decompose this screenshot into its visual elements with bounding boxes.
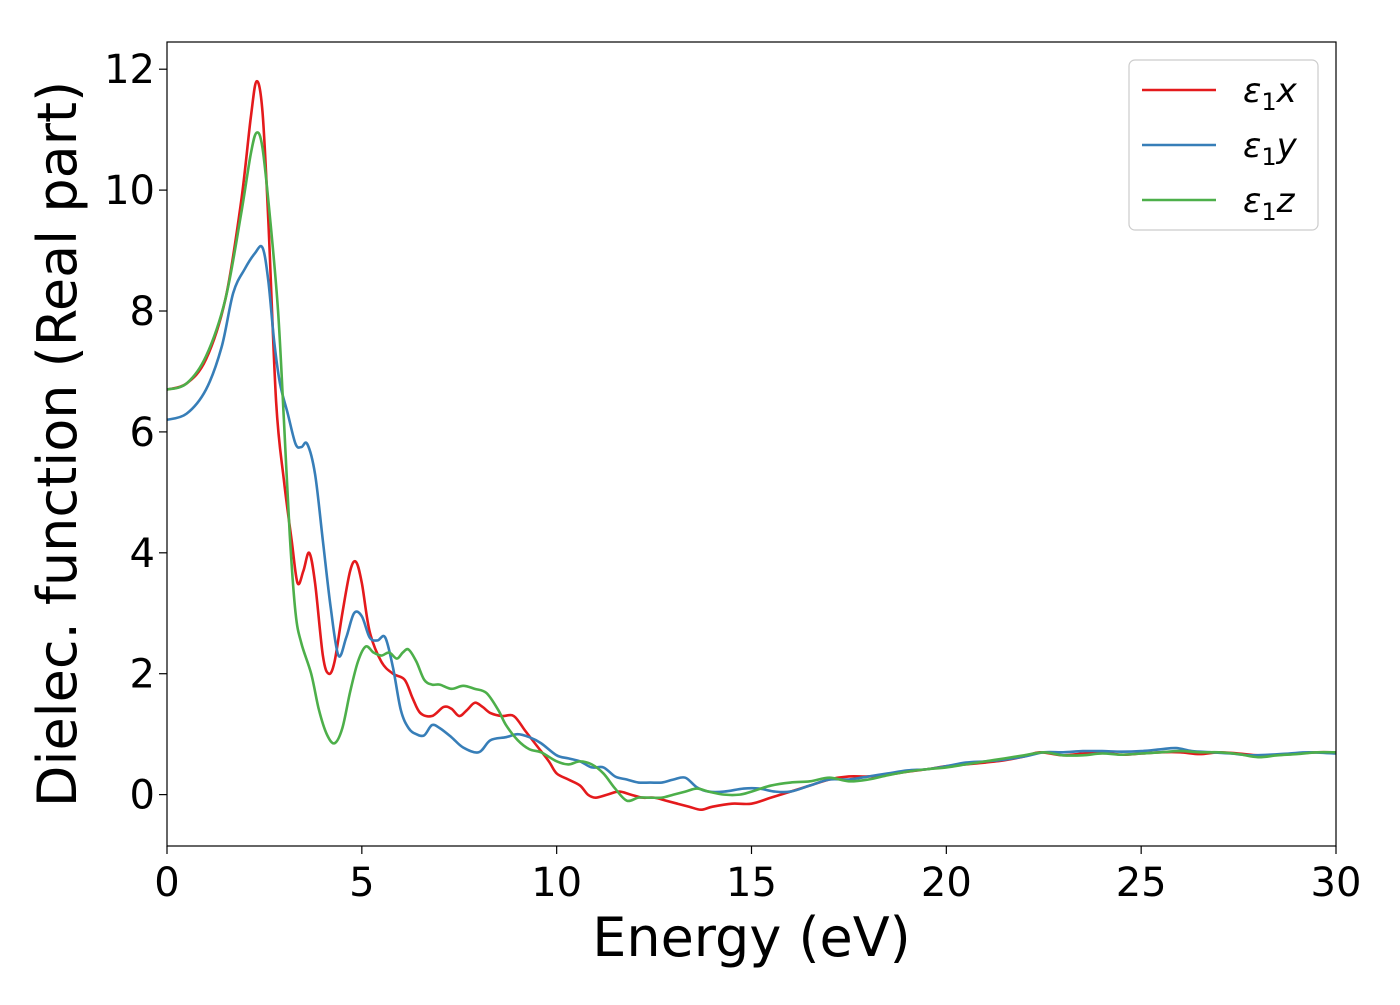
legend-label: ε1x (1243, 71, 1298, 116)
y-tick-label: 10 (104, 168, 155, 214)
y-tick-label: 6 (130, 410, 155, 456)
legend-label: ε1z (1243, 181, 1296, 226)
x-axis-label: Energy (eV) (592, 906, 911, 969)
x-tick-label: 15 (726, 860, 777, 906)
x-tick-label: 25 (1116, 860, 1167, 906)
y-axis-label: Dielec. function (Real part) (26, 81, 89, 807)
y-tick-label: 8 (130, 289, 155, 335)
series-line-y (167, 244, 1336, 794)
legend-label-subscript: 1 (1261, 198, 1276, 226)
y-tick-label: 2 (130, 652, 155, 698)
y-tick-label: 0 (130, 773, 155, 819)
legend-label-suffix: y (1276, 126, 1298, 166)
y-tick-label: 4 (130, 531, 155, 577)
legend-label-subscript: 1 (1261, 88, 1276, 116)
legend-label-subscript: 1 (1261, 143, 1276, 171)
legend-label-suffix: z (1276, 181, 1296, 221)
legend-frame (1128, 59, 1319, 231)
ticks-layer: 0 5 10 15 20 25 30 0 2 4 6 8 10 12 (104, 47, 1361, 906)
y-tick-label: 12 (104, 47, 155, 93)
series-layer (167, 79, 1336, 812)
x-tick-label: 5 (349, 860, 374, 906)
legend-label-base: ε (1243, 181, 1261, 221)
legend-label-suffix: x (1276, 71, 1298, 111)
x-tick-label: 20 (921, 860, 972, 906)
x-tick-label: 10 (531, 860, 582, 906)
legend-label-base: ε (1243, 71, 1261, 111)
x-tick-label: 0 (154, 860, 179, 906)
series-line-z (167, 131, 1336, 803)
legend-label: ε1y (1243, 126, 1298, 171)
legend-label-base: ε (1243, 126, 1261, 166)
x-tick-label: 30 (1311, 860, 1362, 906)
